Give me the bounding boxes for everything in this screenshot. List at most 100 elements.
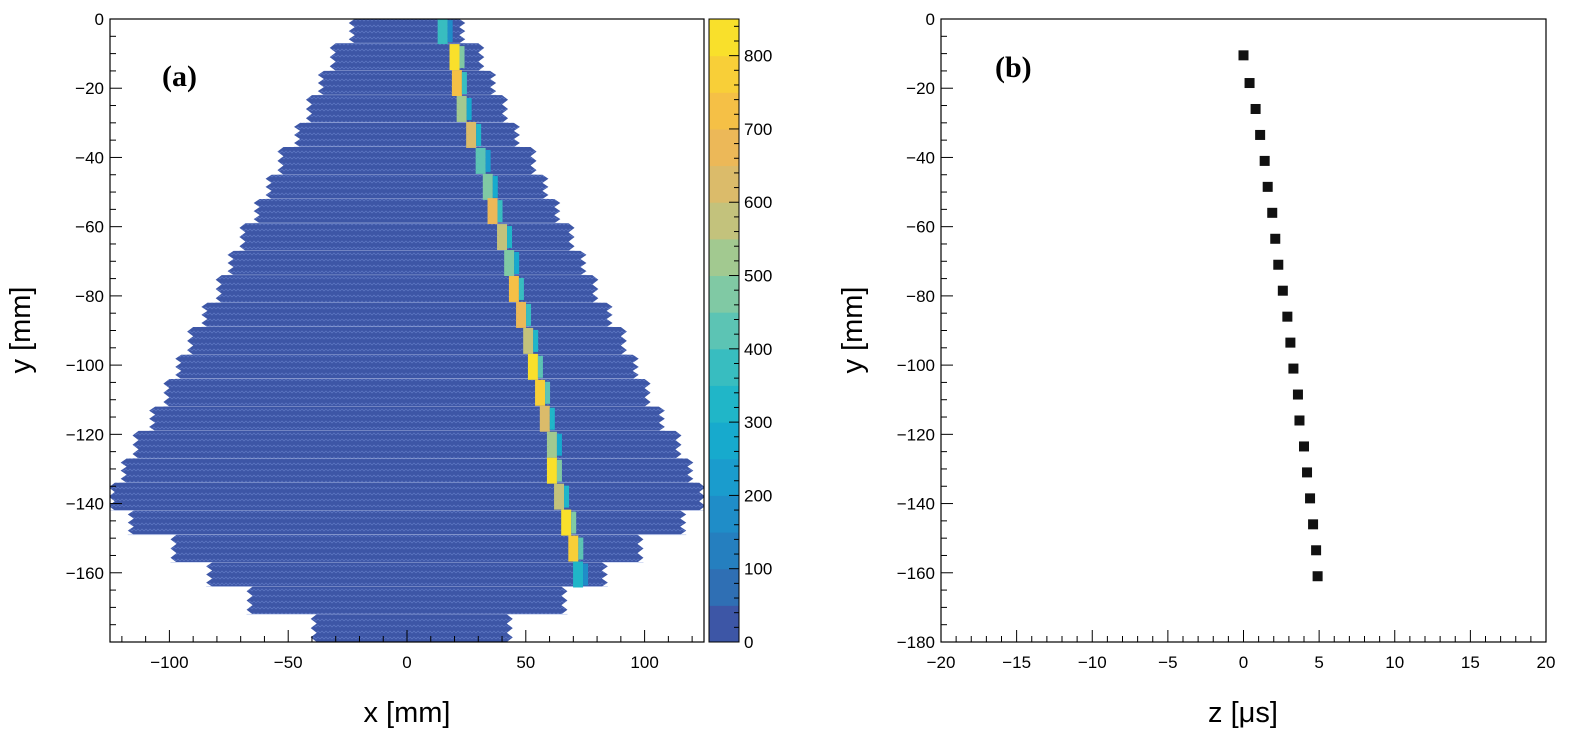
- pad-row-texture-3: [305, 95, 509, 123]
- colorbar-tick-label: 400: [744, 340, 772, 359]
- track-cell-neighbor-13: [537, 355, 543, 378]
- colorbar-segment-3: [709, 495, 739, 533]
- track-cells: [437, 19, 589, 588]
- pad-row-texture-10: [215, 275, 599, 303]
- track-cell-3: [456, 96, 467, 122]
- x-tick-label-b: 0: [1239, 653, 1248, 672]
- scatter-point-14: [1294, 415, 1305, 426]
- panel-a: −100 −50 0 50 100 0 −20 −40 −60 −80 −100 −120 −140 −1…: [5, 10, 772, 729]
- colorbar: 0 100 200 300 400 500 600 700 800: [708, 18, 772, 652]
- track-cell-neighbor-1: [459, 46, 465, 69]
- colorbar-segment-6: [709, 385, 739, 423]
- track-cell-neighbor-7: [497, 200, 503, 223]
- scatter-point-16: [1302, 467, 1313, 478]
- track-cell-neighbor-14: [545, 381, 551, 404]
- panel-a-ylabel: y [mm]: [5, 287, 37, 374]
- panel-b-plot-area: [940, 18, 1547, 643]
- colorbar-segment-5: [709, 422, 739, 460]
- scatter-point-19: [1311, 545, 1322, 556]
- pad-row-texture-17: [120, 458, 694, 483]
- panel-b: −20 −15 −10 −5 0 5 10 15 20 0 −20 −40 −60 −80 −100 −120…: [837, 10, 1555, 729]
- colorbar-segment-8: [709, 312, 739, 350]
- scatter-point-20: [1312, 571, 1323, 582]
- track-cell-neighbor-4: [476, 123, 482, 146]
- track-cell-neighbor-8: [507, 226, 513, 249]
- track-cell-neighbor-9: [514, 252, 520, 274]
- track-cell-21: [573, 561, 584, 588]
- scatter-point-1: [1244, 78, 1255, 89]
- colorbar-tick-label: 200: [744, 486, 772, 505]
- y-tick-label-b: −20: [906, 79, 935, 98]
- track-cell-0: [437, 19, 448, 45]
- scatter-point-18: [1308, 519, 1319, 530]
- colorbar-segment-12: [709, 165, 739, 203]
- panel-b-xlabel: z [μs]: [1208, 697, 1278, 729]
- y-tick-label-b: −180: [897, 633, 935, 652]
- colorbar-tick-label: 500: [744, 267, 772, 286]
- panel-a-label: (a): [162, 60, 197, 93]
- pad-row-texture-5: [277, 147, 537, 175]
- scatter-point-5: [1262, 181, 1273, 192]
- track-cell-19: [561, 509, 572, 536]
- track-cell-neighbor-11: [526, 303, 532, 326]
- y-tick-label-a: −80: [75, 287, 104, 306]
- colorbar-segment-15: [709, 55, 739, 93]
- pad-row-texture-14: [163, 378, 651, 407]
- panel-a-xlabel: x [mm]: [364, 697, 451, 729]
- track-cell-neighbor-19: [571, 511, 577, 534]
- scatter-point-9: [1277, 285, 1288, 296]
- y-tick-label-a: −40: [75, 148, 104, 167]
- track-cell-1: [449, 44, 460, 71]
- x-tick-label-b: 5: [1314, 653, 1323, 672]
- colorbar-tick-label: 700: [744, 120, 772, 139]
- track-cell-neighbor-6: [492, 175, 498, 198]
- track-cell-neighbor-20: [578, 537, 584, 560]
- colorbar-segment-9: [709, 275, 739, 313]
- y-tick-label-b: −160: [897, 564, 935, 583]
- y-tick-label-a: −140: [66, 495, 104, 514]
- track-cell-6: [482, 173, 493, 200]
- y-tick-label-b: −80: [906, 287, 935, 306]
- panel-b-ticks: −20 −15 −10 −5 0 5 10 15 20 0 −20 −40 −60 −80 −100 −120…: [897, 10, 1556, 672]
- track-cell-10: [508, 275, 519, 302]
- track-cell-neighbor-2: [461, 72, 467, 95]
- track-cell-9: [504, 250, 515, 276]
- pad-row-texture-20: [170, 534, 644, 563]
- track-cell-neighbor-3: [466, 98, 472, 120]
- y-tick-label-a: 0: [95, 10, 104, 29]
- pad-row-texture-12: [187, 327, 627, 355]
- x-tick-label-a: 0: [402, 653, 411, 672]
- colorbar-segment-13: [709, 128, 739, 167]
- pad-row-texture-0: [348, 19, 466, 44]
- scatter-point-15: [1299, 441, 1309, 452]
- track-cell-18: [554, 483, 565, 510]
- scatter-point-4: [1259, 155, 1270, 166]
- colorbar-segment-1: [709, 568, 739, 606]
- track-cell-20: [568, 535, 579, 562]
- pad-row-texture-15: [149, 406, 665, 431]
- pad-row-texture-13: [175, 354, 639, 379]
- pad-row-texture-19: [127, 510, 687, 535]
- track-cell-15: [539, 405, 550, 432]
- track-cell-17: [546, 457, 557, 484]
- y-tick-label-b: −40: [906, 148, 935, 167]
- scatter-point-8: [1273, 259, 1284, 270]
- x-tick-label-b: 15: [1461, 653, 1480, 672]
- y-tick-label-a: −160: [66, 564, 104, 583]
- x-tick-label-b: 20: [1537, 653, 1556, 672]
- panel-a-ticks: −100 −50 0 50 100 0 −20 −40 −60 −80 −100 −120 −140 −1…: [66, 10, 693, 672]
- track-cell-2: [451, 70, 462, 97]
- pad-row-texture-1: [329, 43, 485, 71]
- track-cell-neighbor-0: [447, 20, 453, 43]
- colorbar-segment-10: [709, 238, 739, 277]
- track-cell-neighbor-16: [556, 433, 562, 456]
- colorbar-segment-2: [709, 532, 739, 570]
- colorbar-tick-label: 600: [744, 193, 772, 212]
- track-cell-neighbor-5: [485, 149, 491, 172]
- y-tick-label-b: 0: [926, 10, 935, 29]
- x-tick-label-b: −5: [1158, 653, 1177, 672]
- y-tick-label-a: −120: [66, 425, 104, 444]
- track-cell-16: [546, 431, 557, 458]
- y-tick-label-b: −60: [906, 218, 935, 237]
